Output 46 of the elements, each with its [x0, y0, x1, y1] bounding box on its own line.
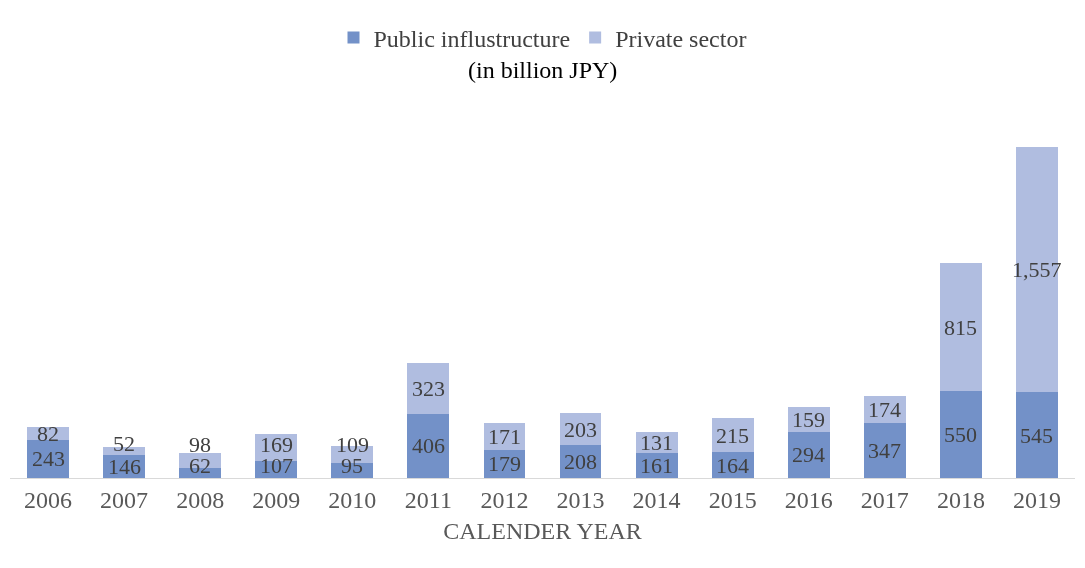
x-tick-label: 2011: [404, 486, 452, 513]
legend-label: Public influstructure: [373, 25, 571, 52]
x-tick-label: 2019: [1012, 486, 1061, 513]
x-tick-label: 2007: [100, 486, 149, 513]
data-label: 164: [716, 453, 749, 478]
data-label: 161: [640, 453, 673, 478]
bar: [939, 391, 982, 478]
data-label: 179: [488, 451, 521, 476]
data-label: 215: [716, 423, 749, 448]
x-tick-label: 2009: [252, 486, 301, 513]
x-tick-label: 2012: [480, 486, 529, 513]
data-label: 347: [868, 438, 901, 463]
x-tick-label: 2018: [936, 486, 985, 513]
x-tick-label: 2010: [328, 486, 377, 513]
x-axis-title: CALENDER YEAR: [443, 518, 642, 545]
x-tick-label: 2014: [632, 486, 681, 513]
data-label: 203: [564, 417, 597, 442]
bar: [407, 413, 450, 478]
x-tick-label: 2015: [708, 486, 757, 513]
chart-subtitle: (in billion JPY): [468, 57, 618, 83]
data-label: 174: [868, 397, 901, 422]
data-label: 52: [113, 431, 135, 456]
legend-label: Private sector: [615, 25, 747, 52]
x-tick-label: 2006: [24, 486, 73, 513]
data-label: 406: [412, 433, 445, 458]
data-label: 146: [108, 454, 141, 479]
data-label: 243: [32, 446, 65, 471]
data-label: 815: [944, 315, 977, 340]
data-label: 294: [792, 442, 825, 467]
bar: [939, 262, 982, 392]
data-label: 550: [944, 422, 977, 447]
data-label: 208: [564, 449, 597, 474]
bar: [863, 423, 906, 478]
bar: [1016, 392, 1058, 478]
x-tick-label: 2016: [784, 486, 833, 513]
bar: [407, 363, 450, 414]
x-tick-label: 2017: [860, 486, 909, 513]
data-label: 545: [1020, 423, 1053, 448]
data-label: 159: [792, 407, 825, 432]
data-label: 131: [640, 430, 673, 455]
data-label: 323: [412, 376, 445, 401]
data-label: 82: [37, 421, 59, 446]
data-label: 1,557: [1012, 257, 1062, 282]
data-label: 171: [488, 424, 521, 449]
x-tick-label: 2013: [556, 486, 605, 513]
x-tick-label: 2008: [176, 486, 225, 513]
